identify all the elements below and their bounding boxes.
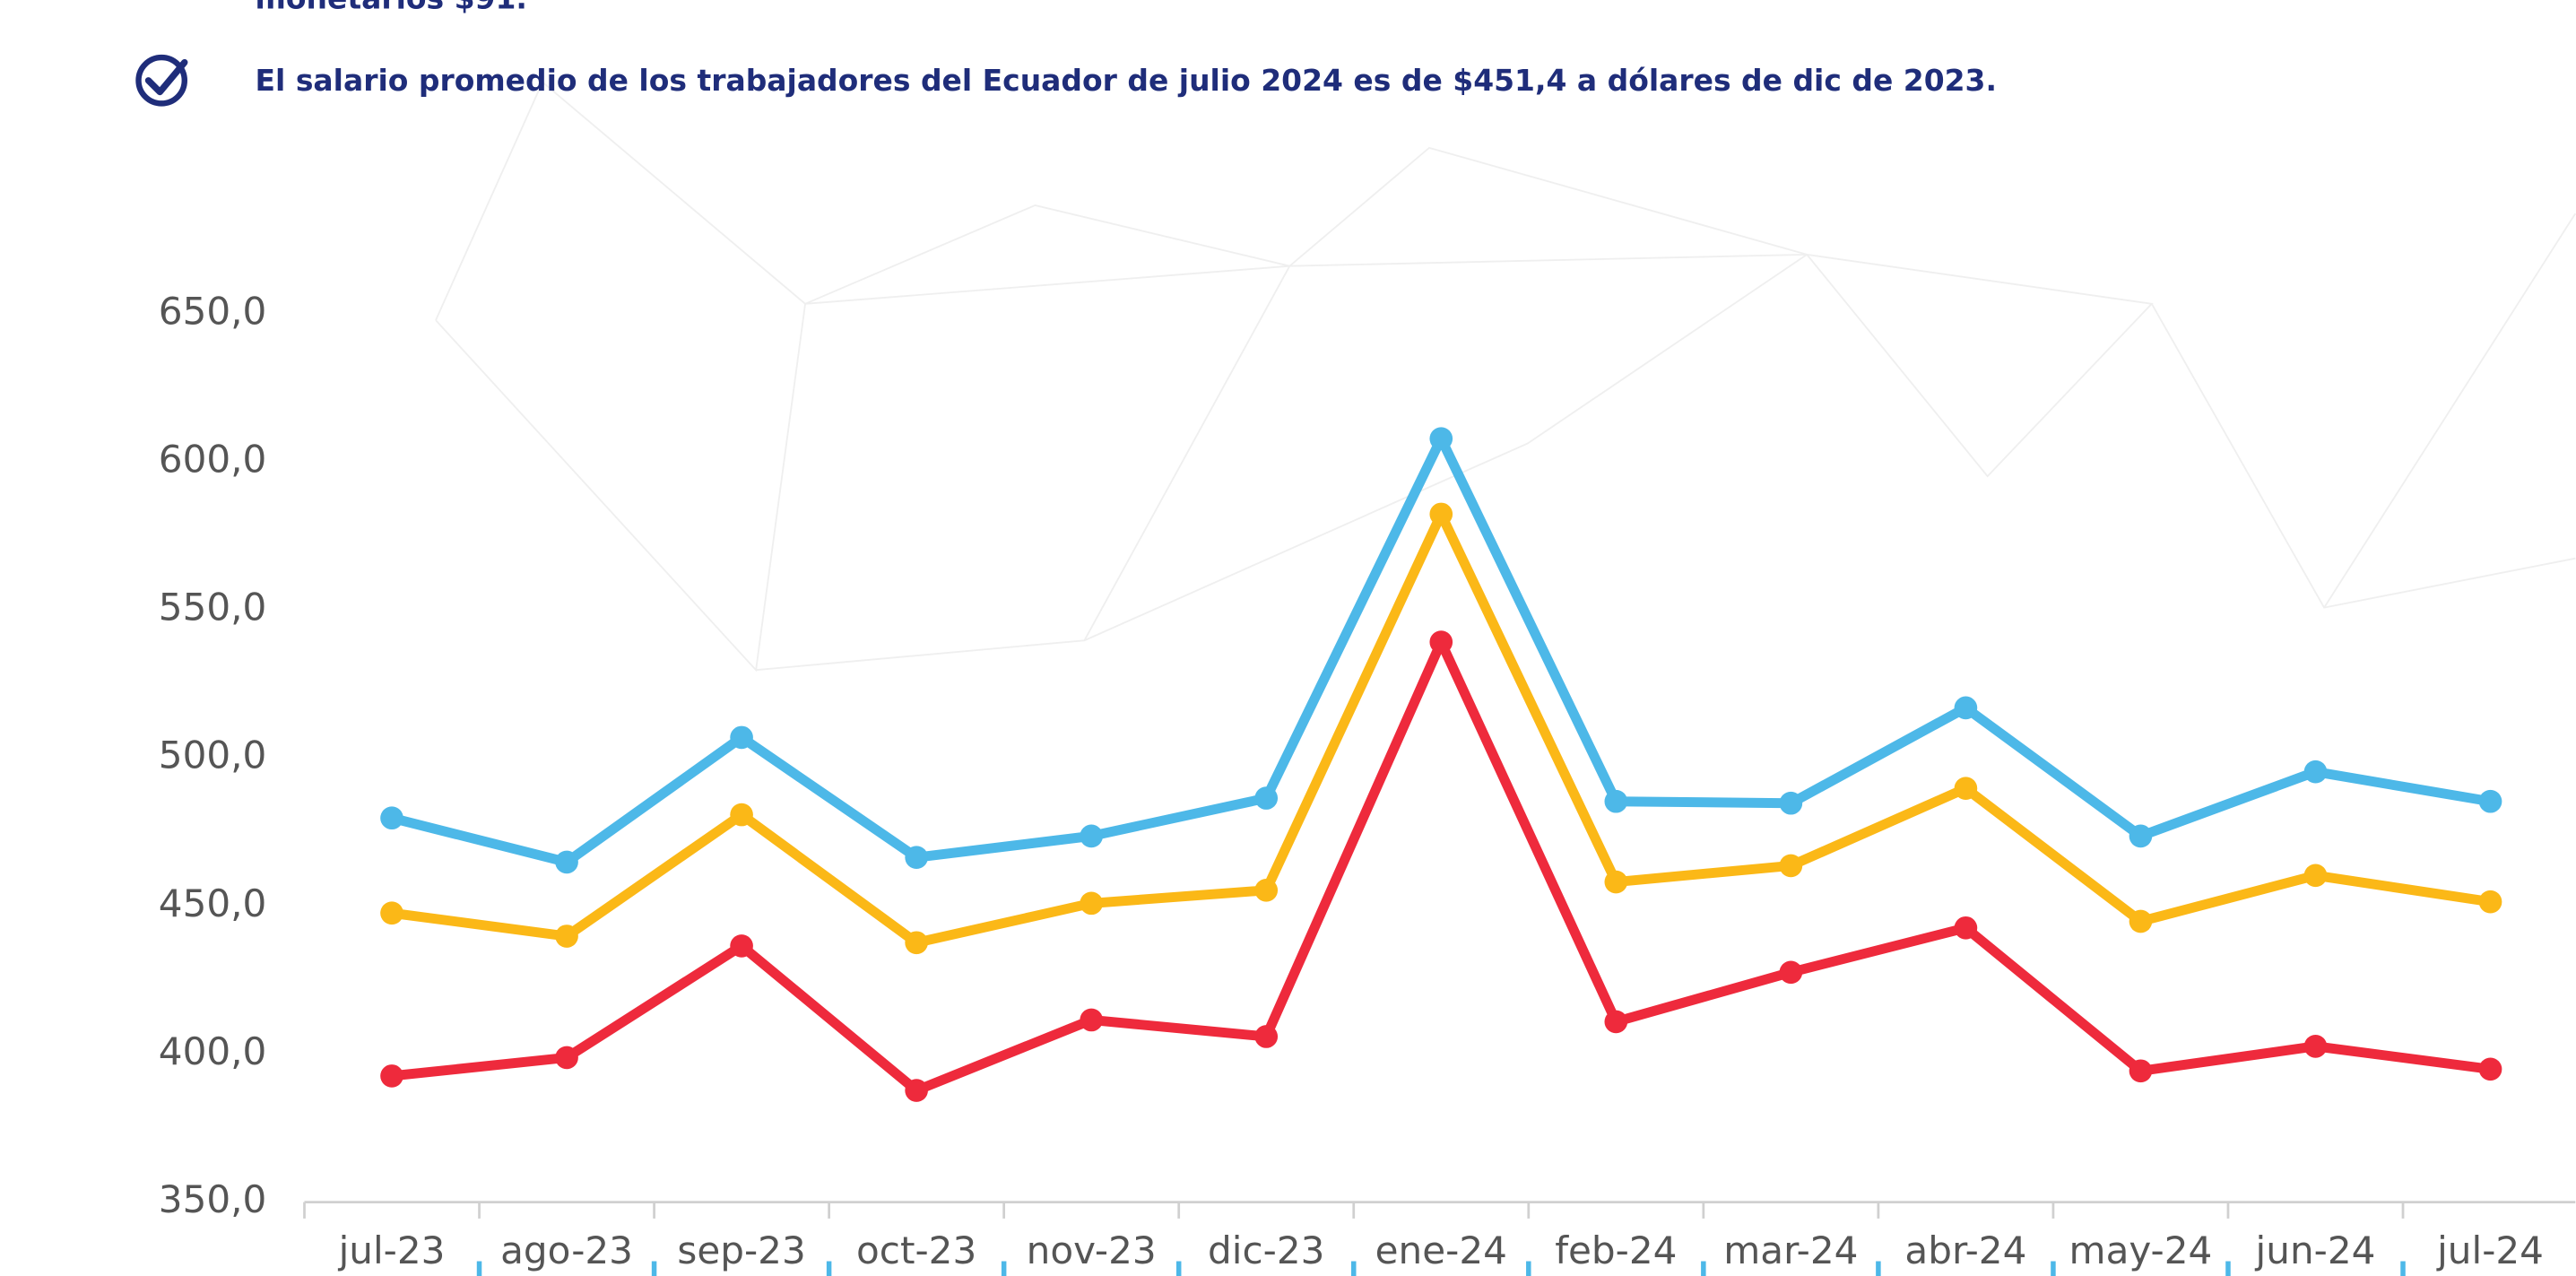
data-point — [1604, 1010, 1628, 1034]
y-tick-label: 350,0 — [159, 1177, 267, 1221]
y-tick-label: 400,0 — [159, 1029, 267, 1073]
y-tick-label: 450,0 — [159, 881, 267, 925]
data-point — [1429, 427, 1453, 450]
data-point — [905, 1079, 928, 1102]
data-point — [1254, 1025, 1279, 1048]
y-tick-label: 650,0 — [159, 289, 267, 333]
data-point — [730, 803, 753, 827]
data-point — [1954, 696, 1978, 720]
header-text-top: monetarios $91. — [256, 0, 527, 16]
data-point — [555, 850, 578, 874]
data-point — [730, 725, 753, 750]
data-point — [2129, 1059, 2153, 1083]
data-point — [1080, 824, 1104, 848]
x-tick-label: nov-23 — [1027, 1228, 1157, 1272]
data-point — [380, 901, 403, 925]
x-tick-label: feb-24 — [1555, 1228, 1677, 1272]
y-tick-label: 500,0 — [159, 733, 267, 777]
data-point — [1954, 777, 1978, 801]
data-point — [380, 1064, 403, 1088]
x-tick-label: jul-24 — [2436, 1228, 2544, 1272]
data-point — [2129, 824, 2153, 848]
series-line — [391, 637, 2492, 1096]
x-tick-label: abr-24 — [1904, 1228, 2026, 1272]
x-tick-label: jun-24 — [2255, 1228, 2376, 1272]
data-point — [2478, 789, 2502, 813]
x-tick-label: sep-23 — [677, 1228, 805, 1272]
x-tick-label: mar-24 — [1723, 1228, 1858, 1272]
data-point — [905, 931, 928, 955]
data-point — [380, 806, 403, 830]
data-point — [2303, 864, 2328, 888]
data-point — [905, 846, 928, 869]
data-point — [2478, 1057, 2502, 1081]
data-point — [1779, 854, 1803, 878]
header-text: El salario promedio de los trabajadores … — [256, 63, 1997, 98]
data-point — [1429, 630, 1453, 654]
data-point — [1254, 879, 1279, 902]
series-line — [391, 508, 2492, 948]
data-point — [555, 1046, 578, 1070]
data-point — [1429, 502, 1453, 526]
x-tick-label: ago-23 — [500, 1228, 633, 1272]
data-point — [2303, 1035, 2328, 1058]
x-tick-label: jul-23 — [338, 1228, 446, 1272]
data-point — [1604, 870, 1628, 894]
background-pattern — [435, 81, 2576, 673]
x-tick-label: oct-23 — [856, 1228, 976, 1272]
x-tick-label: may-24 — [2069, 1228, 2213, 1272]
y-tick-label: 600,0 — [159, 437, 267, 481]
data-point — [1779, 791, 1803, 815]
x-tick-label: dic-23 — [1208, 1228, 1324, 1272]
data-point — [1954, 916, 1978, 940]
x-tick-label: ene-24 — [1375, 1228, 1507, 1272]
data-point — [2129, 909, 2153, 933]
data-point — [1604, 789, 1628, 813]
data-point — [1779, 960, 1803, 985]
data-point — [1254, 786, 1279, 810]
data-point — [2478, 890, 2502, 914]
data-point — [555, 924, 578, 948]
data-point — [2303, 760, 2328, 784]
y-tick-label: 550,0 — [159, 586, 267, 629]
data-point — [730, 934, 753, 958]
data-point — [1080, 1008, 1104, 1032]
check-icon — [135, 54, 188, 107]
data-point — [1080, 891, 1104, 916]
